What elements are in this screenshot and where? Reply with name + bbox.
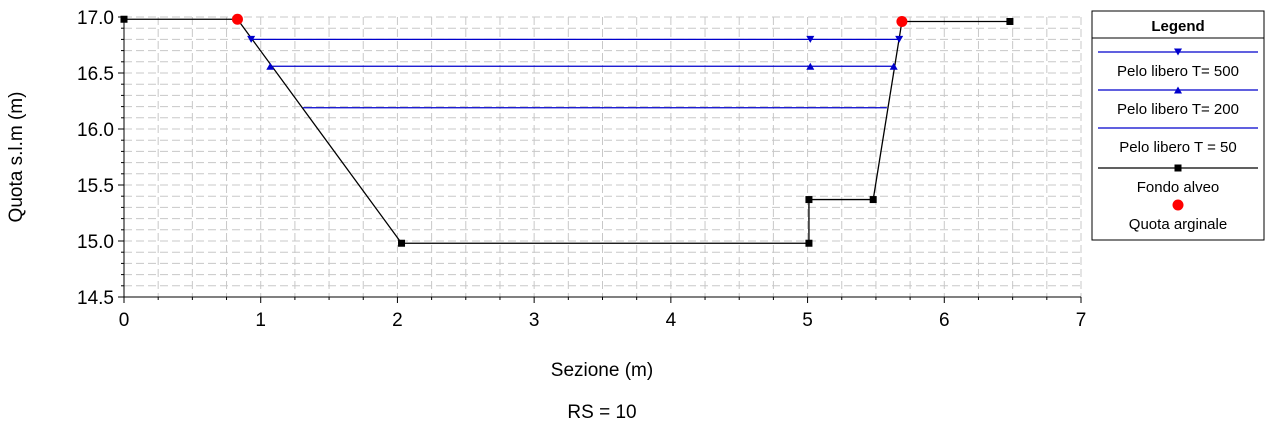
series-3 bbox=[120, 15, 1014, 247]
data-point bbox=[247, 35, 256, 43]
legend-swatch-marker bbox=[1174, 48, 1182, 56]
series-1 bbox=[266, 62, 898, 70]
legend-title: Legend bbox=[1151, 18, 1204, 35]
legend-label: Fondo alveo bbox=[1137, 179, 1220, 196]
y-tick-label: 15.5 bbox=[77, 176, 114, 197]
data-point bbox=[398, 239, 406, 247]
axis-ticks: 0 1 2 3 4 5 6 7 14.5 15.0 15.5 16.0 16.5 17.0 bbox=[77, 8, 1086, 331]
series-line bbox=[124, 18, 1010, 244]
x-tick-label: 6 bbox=[939, 310, 950, 331]
legend-item: Fondo alveo bbox=[1098, 164, 1258, 196]
data-point bbox=[869, 196, 877, 204]
legend-swatch-marker bbox=[1172, 199, 1184, 211]
x-tick-label: 0 bbox=[119, 310, 130, 331]
legend-swatch-marker bbox=[1174, 164, 1182, 172]
data-point bbox=[805, 196, 813, 204]
data-point bbox=[120, 15, 128, 23]
chart-caption: RS = 10 bbox=[567, 402, 636, 423]
legend-item: Pelo libero T= 200 bbox=[1098, 86, 1258, 118]
legend-item: Pelo libero T= 500 bbox=[1098, 48, 1258, 80]
y-tick-label: 16.0 bbox=[77, 120, 114, 141]
legend-label: Quota arginale bbox=[1129, 216, 1227, 233]
y-tick-label: 17.0 bbox=[77, 8, 114, 29]
y-axis-title: Quota s.l.m (m) bbox=[6, 92, 27, 223]
x-tick-label: 1 bbox=[255, 310, 266, 331]
y-tick-label: 14.5 bbox=[77, 288, 114, 309]
y-tick-label: 16.5 bbox=[77, 64, 114, 85]
legend-label: Pelo libero T= 200 bbox=[1117, 101, 1239, 118]
data-point bbox=[889, 62, 898, 70]
data-point bbox=[896, 15, 908, 27]
data-point bbox=[1006, 17, 1014, 25]
x-tick-label: 5 bbox=[802, 310, 813, 331]
legend-label: Pelo libero T= 500 bbox=[1117, 63, 1239, 80]
legend-item: Quota arginale bbox=[1129, 199, 1227, 233]
x-tick-label: 2 bbox=[392, 310, 403, 331]
series-0 bbox=[247, 35, 904, 43]
data-point bbox=[895, 35, 904, 43]
grid bbox=[124, 16, 1082, 297]
data-point bbox=[806, 35, 815, 43]
legend-label: Pelo libero T = 50 bbox=[1119, 139, 1236, 156]
x-tick-label: 7 bbox=[1076, 310, 1087, 331]
data-point bbox=[231, 13, 243, 25]
legend-item: Pelo libero T = 50 bbox=[1098, 127, 1258, 156]
y-tick-label: 15.0 bbox=[77, 232, 114, 253]
x-axis-title: Sezione (m) bbox=[551, 360, 653, 381]
x-tick-label: 4 bbox=[666, 310, 677, 331]
legend-swatch-marker bbox=[1174, 86, 1182, 94]
data-point bbox=[805, 239, 813, 247]
data-point bbox=[806, 62, 815, 70]
series-layer bbox=[120, 13, 1014, 247]
x-tick-label: 3 bbox=[529, 310, 540, 331]
series-4 bbox=[231, 13, 908, 27]
data-point bbox=[266, 62, 275, 70]
legend-items: Pelo libero T= 500 Pelo libero T= 200 Pelo… bbox=[1098, 48, 1258, 233]
